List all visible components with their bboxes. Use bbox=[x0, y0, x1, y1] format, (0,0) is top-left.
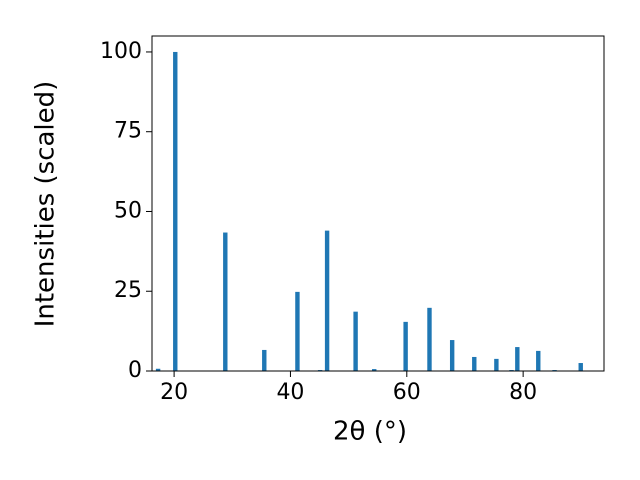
bar bbox=[578, 363, 583, 371]
y-tick-label: 25 bbox=[114, 278, 142, 303]
bar bbox=[494, 358, 499, 371]
bar bbox=[173, 51, 178, 371]
bar bbox=[515, 347, 520, 371]
x-tick-label: 20 bbox=[160, 380, 188, 405]
bar bbox=[324, 230, 330, 371]
bar bbox=[427, 307, 432, 371]
y-tick-label: 0 bbox=[128, 358, 142, 383]
plot-frame bbox=[151, 35, 605, 372]
bar bbox=[262, 349, 267, 371]
bar bbox=[155, 368, 161, 371]
y-tick-label: 100 bbox=[100, 39, 142, 64]
bar bbox=[472, 356, 477, 371]
x-tick-label: 40 bbox=[276, 380, 304, 405]
y-tick-label: 75 bbox=[114, 119, 142, 144]
x-tick-label: 80 bbox=[509, 380, 537, 405]
bar bbox=[372, 369, 377, 371]
x-axis-label: 2θ (°) bbox=[333, 417, 407, 447]
y-axis-label: Intensities (scaled) bbox=[31, 81, 61, 328]
x-tick-label: 60 bbox=[393, 380, 421, 405]
bar bbox=[353, 311, 358, 371]
bar bbox=[295, 291, 300, 371]
bar bbox=[223, 232, 228, 371]
bar bbox=[536, 350, 541, 371]
y-tick-label: 50 bbox=[114, 198, 142, 223]
bar bbox=[403, 321, 408, 371]
bar bbox=[449, 340, 455, 371]
